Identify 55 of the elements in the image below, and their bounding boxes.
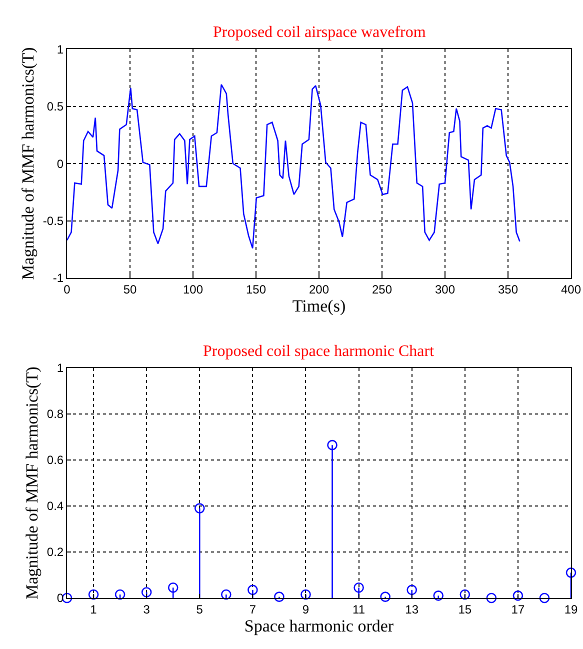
- y-tick-label: -1: [52, 271, 64, 286]
- point: [486, 592, 497, 604]
- y-tick-label: 0.6: [46, 453, 64, 468]
- x-tick-label: 17: [511, 602, 525, 616]
- point: [566, 568, 576, 578]
- y-tick-label: 0.8: [46, 407, 64, 422]
- y-tick-label: 0.4: [46, 499, 64, 514]
- x-tick-label: 50: [123, 282, 137, 296]
- x-tick-label: 15: [458, 602, 472, 616]
- y-tick-label: 0: [56, 591, 64, 606]
- point: [168, 582, 178, 593]
- y-tick-label: 0: [56, 156, 64, 171]
- point: [406, 584, 417, 596]
- y-axis-title: Magnitude of MMF harmonics(T): [22, 366, 42, 600]
- point: [141, 587, 152, 598]
- line-series: [67, 84, 520, 249]
- x-tick-label: 5: [196, 602, 204, 616]
- y-tick-label: 1: [56, 361, 64, 376]
- point: [539, 592, 550, 604]
- y-axis-title: Magnitude of MMF harmonics(T): [18, 47, 38, 280]
- x-tick-label: 300: [434, 282, 456, 296]
- x-tick-label: 400: [560, 282, 582, 296]
- point: [460, 589, 470, 600]
- x-tick-label: 3: [143, 602, 150, 616]
- point: [512, 590, 524, 601]
- x-tick-label: 19: [564, 602, 578, 616]
- x-tick-label: 13: [405, 602, 419, 616]
- x-tick-label: 7: [249, 602, 256, 616]
- point: [88, 589, 99, 600]
- y-tick-label: 0.5: [46, 100, 64, 114]
- x-tick-label: 150: [246, 282, 266, 296]
- x-tick-label: 200: [308, 282, 330, 296]
- point: [380, 592, 390, 602]
- x-tick-label: 1: [90, 602, 98, 616]
- chart-title: Proposed coil space harmonic Chart: [203, 343, 435, 360]
- point: [114, 589, 126, 600]
- y-tick-label: 1: [56, 42, 64, 56]
- x-axis-title: Space harmonic order: [244, 616, 394, 636]
- x-tick-label: 350: [498, 282, 518, 296]
- point: [327, 440, 338, 450]
- point: [354, 582, 364, 593]
- chart-title: Proposed coil airspace wavefrom: [213, 24, 426, 41]
- y-tick-label: 0.2: [46, 545, 64, 560]
- point: [248, 584, 258, 596]
- point: [194, 503, 205, 514]
- x-tick-label: 11: [352, 602, 366, 616]
- point: [221, 589, 232, 600]
- point: [433, 590, 444, 601]
- point: [274, 592, 284, 602]
- x-tick-label: 9: [302, 602, 310, 616]
- point: [300, 589, 311, 600]
- x-tick-label: 250: [372, 282, 392, 296]
- x-tick-label: 100: [182, 282, 204, 296]
- x-axis-title: Time(s): [292, 296, 346, 316]
- y-tick-label: -0.5: [42, 214, 64, 228]
